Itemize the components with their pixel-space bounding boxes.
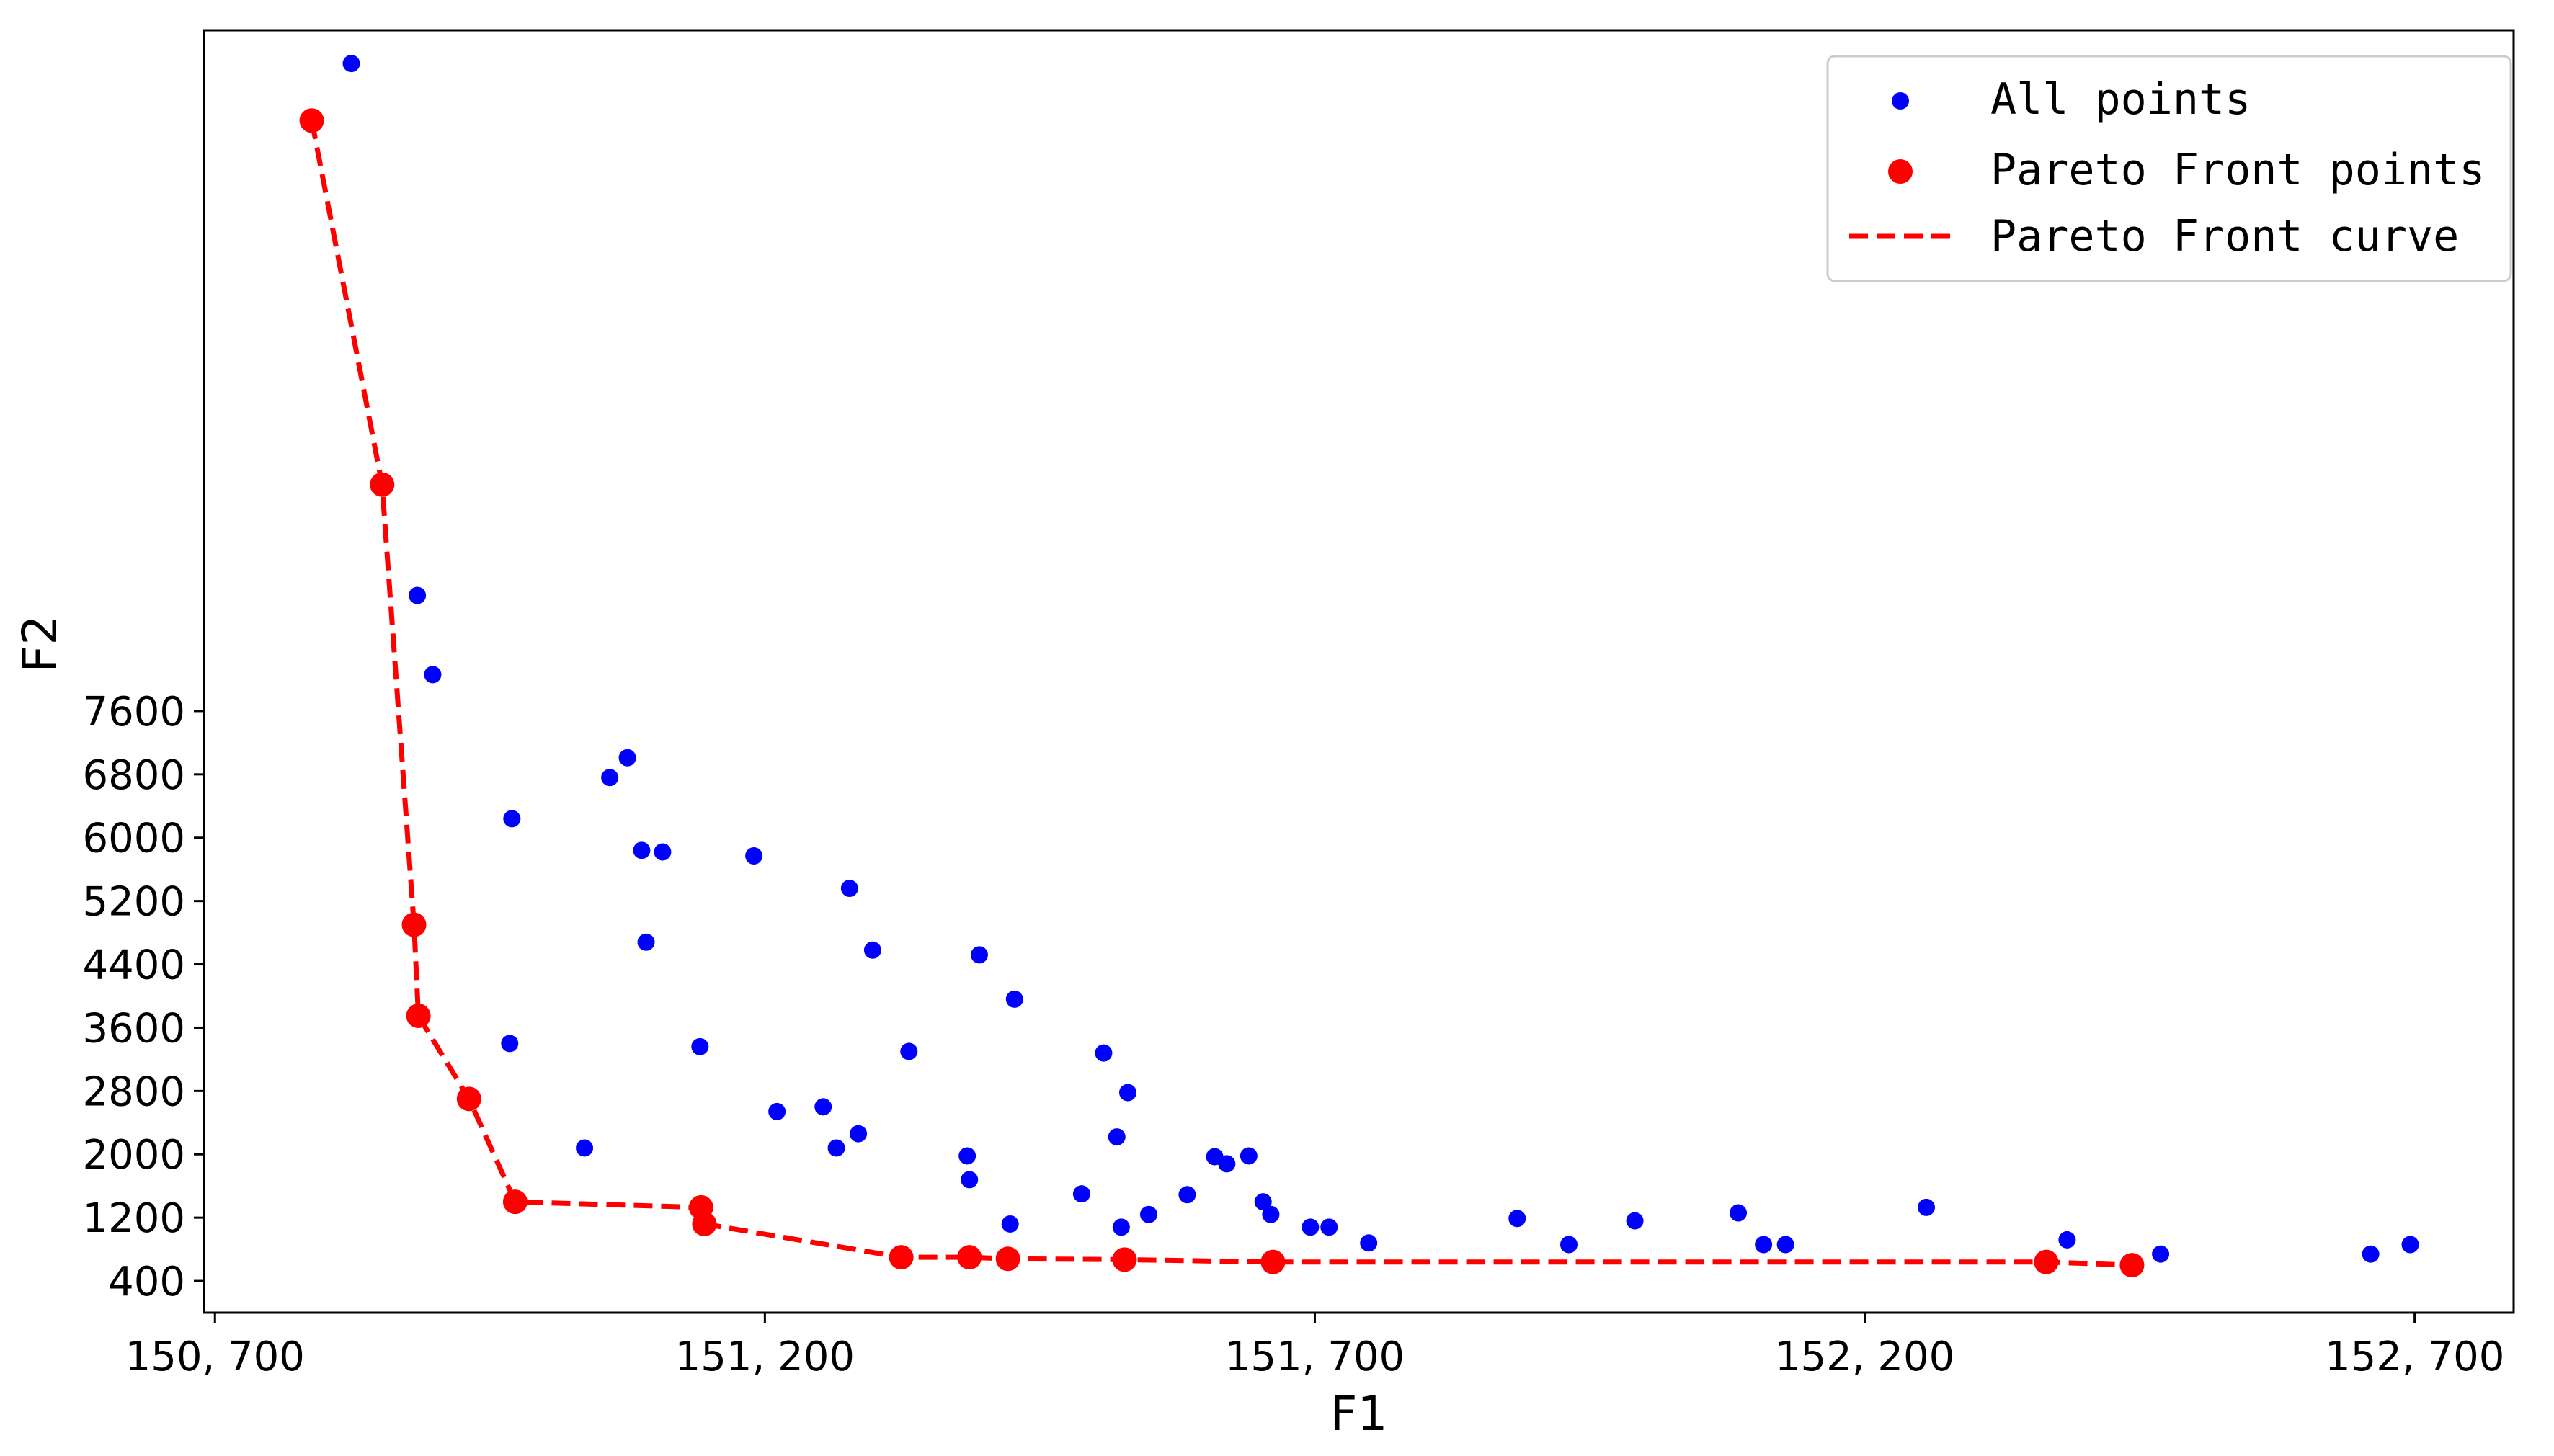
all-points-marker (1755, 1236, 1773, 1254)
y-axis-title: F2 (12, 615, 68, 673)
all-points-marker (424, 666, 442, 684)
all-points-marker (827, 1139, 845, 1157)
all-points-marker (850, 1125, 868, 1143)
legend-marker-all-points (1892, 92, 1909, 110)
all-points-marker (1302, 1218, 1320, 1236)
all-points-marker (1112, 1218, 1130, 1236)
legend-marker-pareto-points (1888, 159, 1913, 184)
all-points-marker (768, 1102, 786, 1120)
all-points-marker (745, 847, 763, 865)
x-tick-label: 152, 200 (1775, 1334, 1954, 1380)
all-points-marker (503, 810, 521, 828)
all-points-layer (342, 55, 2419, 1263)
all-points-marker (958, 1147, 976, 1165)
all-points-marker (342, 55, 360, 73)
all-points-marker (1218, 1155, 1236, 1173)
all-points-marker (1240, 1147, 1258, 1165)
pareto-point-marker (957, 1245, 982, 1270)
all-points-marker (970, 946, 988, 964)
all-points-marker (1730, 1204, 1748, 1222)
y-tick-label: 4400 (82, 942, 185, 989)
all-points-marker (1072, 1185, 1090, 1203)
all-points-marker (1560, 1236, 1578, 1254)
all-points-marker (900, 1042, 918, 1060)
pareto-point-marker (2034, 1249, 2059, 1274)
pareto-point-marker (406, 1003, 431, 1028)
all-points-marker (2362, 1245, 2380, 1263)
pareto-point-marker (692, 1211, 717, 1236)
all-points-marker (1254, 1193, 1272, 1211)
legend-label-pareto-points: Pareto Front points (1990, 145, 2485, 195)
x-tick-label: 150, 700 (125, 1334, 305, 1380)
all-points-marker (618, 749, 636, 767)
all-points-marker (654, 843, 672, 861)
pareto-point-marker (456, 1086, 481, 1112)
y-tick-label: 3600 (82, 1005, 185, 1052)
x-tick-label: 151, 700 (1225, 1334, 1405, 1380)
y-tick-label: 2000 (82, 1132, 185, 1179)
all-points-marker (1508, 1210, 1526, 1228)
all-points-marker (637, 933, 655, 951)
all-points-marker (961, 1171, 979, 1189)
y-tick-label: 2800 (82, 1068, 185, 1115)
y-tick-label: 5200 (82, 879, 185, 926)
all-points-marker (814, 1098, 832, 1116)
x-tick-label: 151, 200 (675, 1334, 855, 1380)
y-tick-label: 400 (108, 1259, 185, 1305)
all-points-marker (2058, 1231, 2076, 1249)
x-axis-title: F1 (1330, 1386, 1388, 1442)
y-tick-label: 6800 (82, 752, 185, 799)
pareto-point-marker (2119, 1253, 2145, 1278)
all-points-marker (1005, 990, 1023, 1008)
x-tick-label: 152, 700 (2325, 1334, 2504, 1380)
all-points-marker (1360, 1234, 1378, 1252)
all-points-marker (1108, 1128, 1126, 1146)
all-points-marker (1001, 1215, 1019, 1233)
all-points-marker (1918, 1198, 1936, 1216)
legend-box (1826, 55, 2512, 282)
all-points-marker (576, 1139, 594, 1157)
pareto-point-marker (995, 1246, 1020, 1272)
all-points-marker (1178, 1186, 1196, 1204)
pareto-point-marker (889, 1245, 914, 1270)
all-points-marker (863, 941, 881, 959)
all-points-marker (1119, 1084, 1136, 1102)
all-points-marker (633, 841, 651, 859)
all-points-marker (409, 586, 427, 604)
all-points-marker (601, 769, 619, 787)
pareto-point-marker (401, 912, 427, 937)
all-points-marker (1626, 1212, 1644, 1230)
pareto-point-marker (370, 472, 395, 497)
all-points-marker (2401, 1236, 2419, 1254)
x-axis: 150, 700 151, 200 151, 700 152, 200 152, 700 (125, 1313, 2504, 1380)
y-tick-label: 6000 (82, 816, 185, 862)
y-tick-label: 7600 (82, 689, 185, 736)
all-points-marker (1320, 1218, 1338, 1236)
pareto-point-marker (502, 1189, 528, 1215)
pareto-point-marker (1112, 1247, 1137, 1272)
y-tick-label: 1200 (82, 1195, 185, 1242)
all-points-marker (1262, 1205, 1280, 1223)
legend-label-all-points: All points (1990, 74, 2251, 125)
all-points-marker (501, 1035, 519, 1053)
all-points-marker (1139, 1205, 1157, 1223)
all-points-marker (691, 1037, 709, 1055)
pareto-point-marker (299, 108, 324, 133)
pareto-points-layer (299, 108, 2145, 1278)
pareto-point-marker (1260, 1249, 1286, 1274)
all-points-marker (1776, 1236, 1794, 1254)
all-points-marker (2152, 1245, 2170, 1263)
all-points-marker (1095, 1044, 1113, 1062)
legend: All points Pareto Front points Pareto Fr… (1826, 55, 2512, 282)
legend-label-pareto-curve: Pareto Front curve (1990, 211, 2459, 262)
all-points-marker (840, 880, 858, 898)
y-axis: 400 1200 2000 2800 3600 4400 5200 6000 6800 7600 (82, 689, 204, 1305)
